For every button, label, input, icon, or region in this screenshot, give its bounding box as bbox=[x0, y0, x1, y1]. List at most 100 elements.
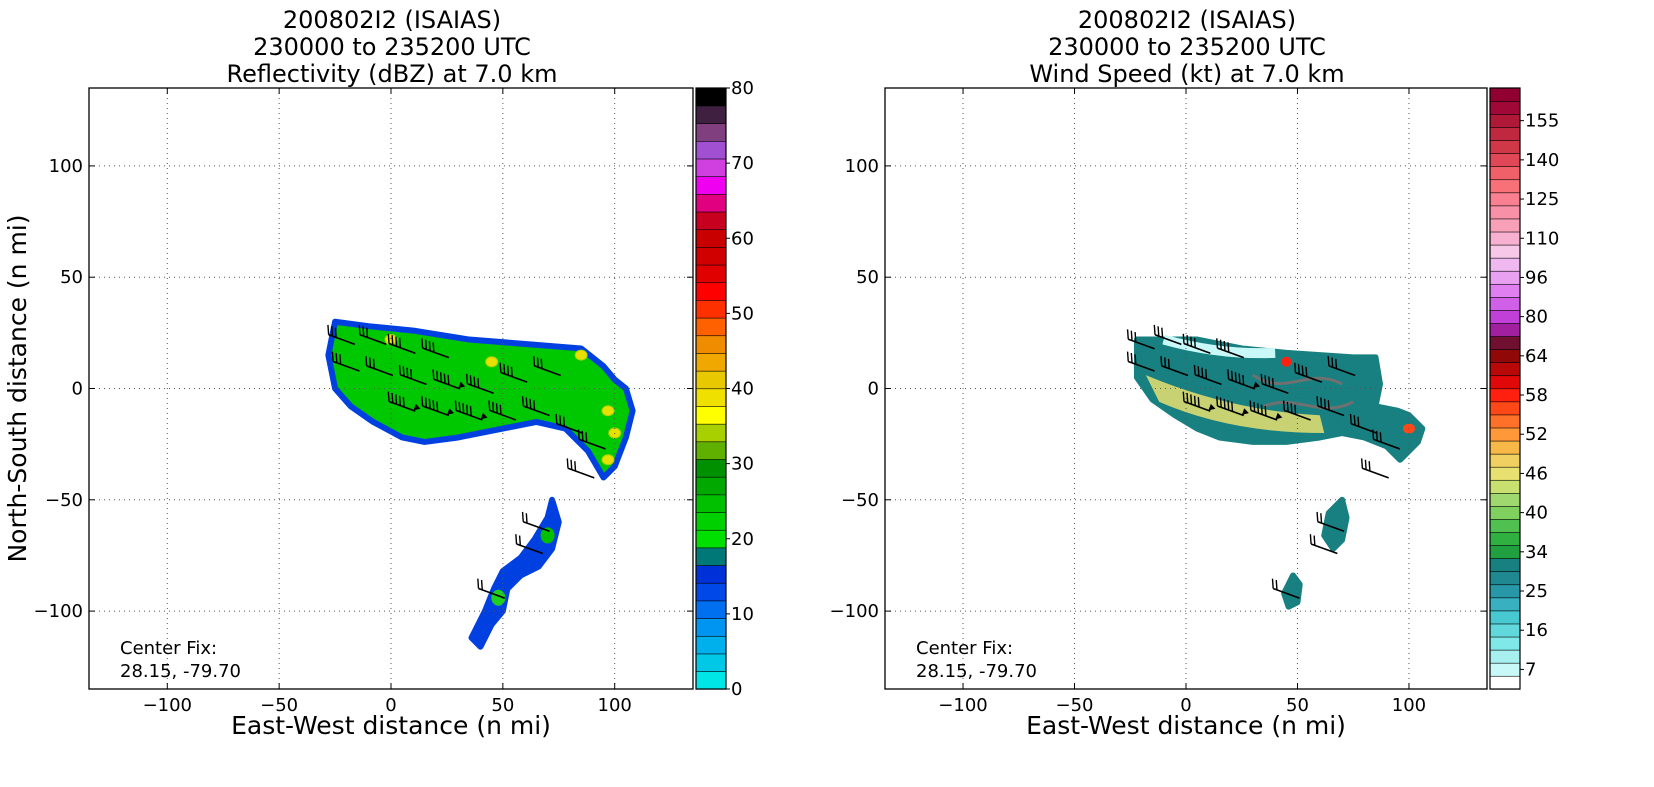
wind-barb-feather bbox=[1271, 377, 1275, 388]
x-tick-label: −100 bbox=[938, 695, 987, 716]
wind-barb-feather bbox=[540, 358, 543, 369]
colorbar-bin bbox=[1489, 270, 1521, 285]
colorbar-tick-label: 70 bbox=[731, 153, 754, 174]
wind-barb-feather bbox=[1153, 324, 1156, 335]
colorbar-bin bbox=[1489, 375, 1521, 390]
wind-barb-staff bbox=[422, 347, 450, 359]
colorbar-bin bbox=[1489, 531, 1521, 546]
echo-region-main bbox=[1133, 336, 1426, 463]
wind-barb-feather bbox=[1290, 403, 1293, 414]
wind-barb-feather bbox=[566, 458, 569, 469]
wind-barb-feather bbox=[1160, 356, 1163, 366]
wind-barb bbox=[1227, 369, 1261, 390]
wind-barb bbox=[1372, 429, 1401, 450]
wind-barb-feather bbox=[1238, 373, 1241, 384]
wind-barb-feather bbox=[507, 365, 510, 376]
wind-barb bbox=[421, 396, 455, 417]
wind-barb-feather bbox=[1216, 338, 1219, 349]
wind-barb-feather bbox=[402, 397, 405, 408]
colorbar-bin bbox=[695, 87, 727, 107]
wind-barb-feather bbox=[480, 579, 483, 590]
wind-barb-feather bbox=[436, 370, 439, 381]
colorbar-bin bbox=[1489, 309, 1521, 324]
colorbar-bin bbox=[695, 229, 727, 248]
wind-barb-feather bbox=[1161, 327, 1164, 338]
wind-barb bbox=[398, 364, 427, 386]
wind-barb-feather bbox=[1335, 358, 1338, 369]
wind-barb-feather bbox=[1372, 429, 1375, 440]
colorbar-tick-label: 96 bbox=[1525, 267, 1548, 288]
wind-barb bbox=[358, 324, 387, 346]
colorbar-bin bbox=[1489, 662, 1521, 677]
chart-title-line: 200802I2 (ISAIAS) bbox=[1078, 6, 1296, 34]
wind-barb-feather bbox=[477, 578, 480, 589]
x-tick-label: −50 bbox=[1056, 695, 1094, 716]
colorbar-tick-label: 64 bbox=[1525, 346, 1548, 367]
colorbar-bin bbox=[695, 264, 727, 284]
y-tick-label: 0 bbox=[868, 379, 879, 400]
wind-barb-staff bbox=[388, 342, 416, 354]
colorbar-bin bbox=[1489, 244, 1521, 259]
chart-title-line: Wind Speed (kt) at 7.0 km bbox=[1029, 60, 1344, 88]
wind-barb-feather bbox=[1275, 579, 1278, 590]
y-tick-label: −50 bbox=[45, 490, 83, 511]
colorbar-tick-label: 46 bbox=[1525, 463, 1548, 484]
wind-barb-staff bbox=[359, 333, 387, 346]
wind-barb-feather bbox=[473, 376, 476, 387]
wind-barb-feather bbox=[1253, 401, 1256, 412]
center-fix-annotation: Center Fix: bbox=[916, 638, 1013, 659]
colorbar-bin bbox=[695, 635, 727, 655]
wind-barb-feather bbox=[1193, 337, 1196, 348]
wind-barb-staff bbox=[422, 405, 450, 417]
colorbar-tick-label: 110 bbox=[1525, 228, 1559, 249]
y-tick-label: 50 bbox=[60, 267, 83, 288]
colorbar-bin bbox=[695, 458, 727, 478]
colorbar-bin bbox=[695, 140, 727, 160]
wind-barb bbox=[1160, 356, 1189, 377]
colorbar-bin bbox=[1489, 492, 1521, 507]
wind-barb-feather bbox=[428, 398, 431, 409]
colorbar-bin bbox=[1489, 296, 1521, 311]
colorbar-tick-label: 30 bbox=[731, 454, 754, 475]
colorbar-bin bbox=[1489, 675, 1521, 690]
colorbar-bin bbox=[695, 211, 727, 231]
reflectivity-cell bbox=[540, 527, 555, 544]
wind-barb-staff bbox=[1217, 347, 1245, 359]
wind-barb-feather bbox=[1164, 357, 1167, 368]
wind-barb bbox=[1249, 400, 1283, 421]
colorbar-bin bbox=[1489, 100, 1521, 115]
wind-barb-feather bbox=[365, 356, 368, 366]
wind-barb-feather bbox=[331, 326, 334, 337]
center-fix-annotation: 28.15, -79.70 bbox=[120, 661, 241, 682]
wind-barb-staff bbox=[1183, 400, 1211, 412]
wind-barb-feather bbox=[1286, 401, 1289, 412]
wind-barb-feather bbox=[499, 404, 502, 415]
colorbar-tick-label: 34 bbox=[1525, 542, 1548, 563]
wind-barb bbox=[1309, 534, 1338, 555]
wind-barb-flag bbox=[413, 403, 421, 411]
y-tick-label: −100 bbox=[34, 601, 83, 622]
colorbar-bin bbox=[1489, 179, 1521, 194]
wind-barb-feather bbox=[574, 461, 577, 472]
contour-line bbox=[1263, 400, 1354, 410]
wind-barb-feather bbox=[1257, 403, 1260, 414]
colorbar-bin bbox=[1489, 427, 1521, 442]
colorbar-tick-label: 125 bbox=[1525, 189, 1559, 210]
wind-barb-feather bbox=[515, 534, 518, 545]
wind-barb bbox=[465, 373, 494, 395]
wind-barb-feather bbox=[1197, 397, 1200, 408]
colorbar-bin bbox=[1489, 636, 1521, 651]
wind-barb bbox=[1316, 511, 1345, 533]
x-tick-label: 50 bbox=[1286, 695, 1309, 716]
echo-region-south bbox=[1321, 496, 1350, 552]
wind-barb-staff bbox=[1310, 543, 1338, 555]
wind-barb-feather bbox=[1205, 369, 1208, 379]
wind-barb bbox=[1294, 362, 1323, 383]
colorbar-bin bbox=[695, 176, 727, 195]
y-tick-label: 100 bbox=[49, 156, 83, 177]
colorbar-bin bbox=[695, 299, 727, 319]
wind-barb-feather bbox=[458, 401, 461, 412]
colorbar-bin bbox=[695, 370, 727, 390]
wind-barb-staff bbox=[478, 587, 506, 599]
chart-title-line: 200802I2 (ISAIAS) bbox=[283, 6, 501, 34]
